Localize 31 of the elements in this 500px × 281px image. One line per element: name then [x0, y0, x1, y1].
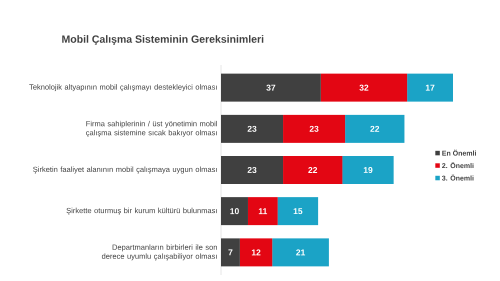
bar	[248, 197, 278, 226]
data-label: 37	[266, 84, 276, 91]
data-label: 15	[294, 208, 302, 214]
bar	[240, 238, 272, 266]
data-label: 23	[310, 126, 318, 132]
data-label: 12	[252, 249, 260, 256]
bar	[345, 114, 404, 143]
bar	[283, 114, 346, 143]
bar	[221, 74, 321, 102]
bar	[221, 197, 248, 226]
bar	[221, 114, 284, 143]
bar	[221, 156, 284, 184]
data-label: 22	[370, 126, 380, 132]
chart-title: Mobil Çalışma Sisteminin Gereksinimleri	[62, 35, 264, 45]
bar	[221, 238, 240, 266]
bar	[278, 197, 318, 226]
bar	[320, 74, 408, 102]
data-label: 21	[296, 249, 306, 256]
bar	[283, 156, 342, 184]
data-label: 11	[258, 208, 268, 214]
data-label: 7	[228, 249, 232, 256]
data-label: 32	[359, 84, 368, 91]
data-label: 23	[248, 166, 256, 174]
bar	[407, 74, 453, 102]
data-label: 23	[248, 126, 256, 132]
data-label: 17	[426, 84, 434, 91]
bar	[342, 156, 394, 184]
data-label: 19	[364, 167, 372, 174]
data-label: 10	[230, 208, 239, 214]
bar	[272, 238, 329, 266]
data-label: 22	[308, 167, 318, 173]
